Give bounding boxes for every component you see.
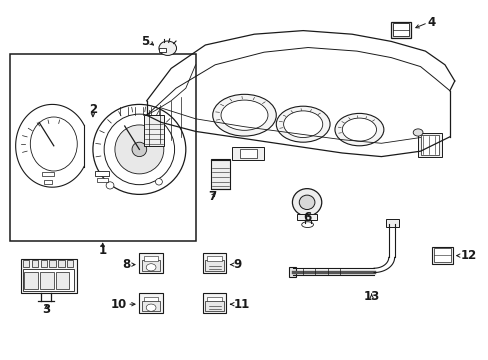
Bar [206, 297, 222, 301]
Bar [41, 172, 54, 176]
Bar [142, 260, 160, 271]
Ellipse shape [93, 104, 185, 194]
Text: 6: 6 [303, 211, 310, 224]
Text: 7: 7 [208, 190, 216, 203]
Bar [297, 214, 316, 220]
Bar [44, 180, 52, 184]
Bar [288, 267, 295, 277]
Ellipse shape [212, 94, 276, 136]
Ellipse shape [106, 182, 114, 189]
Bar [23, 260, 29, 267]
Ellipse shape [159, 41, 176, 55]
Ellipse shape [301, 222, 313, 228]
Ellipse shape [115, 125, 163, 174]
Ellipse shape [292, 189, 321, 216]
Ellipse shape [30, 117, 77, 171]
Bar [205, 260, 224, 271]
Bar [142, 301, 160, 311]
Bar [139, 253, 163, 273]
Bar [97, 178, 107, 182]
Bar [433, 248, 450, 262]
Text: 2: 2 [89, 103, 97, 116]
Ellipse shape [334, 113, 383, 146]
Bar [386, 219, 398, 227]
Ellipse shape [104, 114, 174, 185]
Bar [95, 171, 109, 176]
Bar [203, 253, 226, 273]
Bar [420, 135, 438, 155]
Bar [144, 256, 158, 261]
Bar [206, 256, 222, 261]
Ellipse shape [342, 118, 376, 141]
Text: 5: 5 [141, 35, 149, 48]
Ellipse shape [283, 111, 322, 138]
Text: 9: 9 [233, 258, 242, 271]
Ellipse shape [276, 106, 329, 142]
Bar [139, 293, 163, 313]
Text: 8: 8 [122, 258, 130, 271]
Bar [205, 301, 224, 311]
Bar [32, 260, 38, 267]
Bar [24, 272, 38, 289]
Text: 4: 4 [427, 16, 435, 29]
Ellipse shape [146, 304, 156, 311]
Bar [144, 115, 163, 146]
Bar [159, 48, 166, 52]
Bar [392, 23, 408, 36]
Ellipse shape [146, 264, 156, 271]
Text: 3: 3 [42, 303, 50, 316]
Bar [41, 260, 47, 267]
Bar [211, 159, 229, 189]
Text: 11: 11 [233, 298, 249, 311]
Bar [10, 54, 195, 241]
Bar [40, 272, 54, 289]
Bar [203, 293, 226, 313]
Bar [56, 272, 69, 289]
Text: 1: 1 [99, 244, 106, 257]
Ellipse shape [155, 179, 162, 185]
Bar [144, 297, 158, 301]
Bar [58, 260, 64, 267]
Bar [20, 259, 77, 293]
Ellipse shape [299, 195, 314, 210]
Ellipse shape [132, 142, 146, 157]
Text: 12: 12 [460, 249, 476, 262]
Ellipse shape [412, 129, 422, 136]
Bar [232, 147, 264, 160]
Bar [239, 149, 256, 158]
Bar [67, 260, 73, 267]
Bar [49, 260, 56, 267]
Bar [431, 247, 452, 264]
Bar [390, 22, 410, 38]
Ellipse shape [221, 100, 267, 130]
Bar [23, 269, 74, 291]
Text: 10: 10 [111, 298, 127, 311]
Text: 13: 13 [363, 291, 379, 303]
Bar [417, 133, 441, 157]
